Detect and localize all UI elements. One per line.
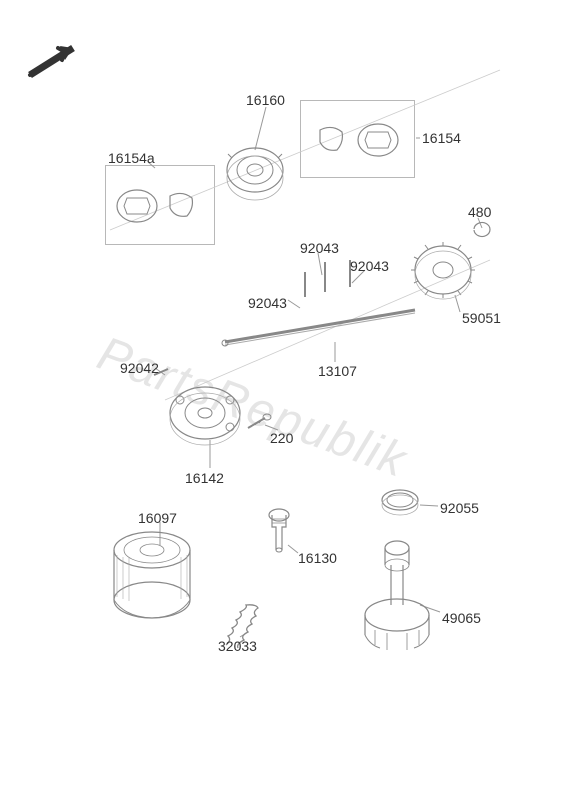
- rotor-set-left-icon: [112, 178, 212, 238]
- label-92042: 92042: [120, 360, 159, 376]
- label-16130: 16130: [298, 550, 337, 566]
- label-16142: 16142: [185, 470, 224, 486]
- label-49065: 49065: [442, 610, 481, 626]
- rotor-set-right-icon: [308, 112, 408, 172]
- parts-diagram: PartsRepublik: [0, 0, 578, 800]
- label-220: 220: [270, 430, 293, 446]
- o-ring-icon: [378, 485, 423, 520]
- label-16097: 16097: [138, 510, 177, 526]
- circlip-icon: [470, 218, 494, 240]
- label-92043-1: 92043: [300, 240, 339, 256]
- label-13107: 13107: [318, 363, 357, 379]
- label-16154: 16154: [422, 130, 461, 146]
- direction-arrow-icon: [25, 40, 85, 85]
- label-92043-3: 92043: [248, 295, 287, 311]
- label-16160: 16160: [246, 92, 285, 108]
- filter-housing-icon: [355, 530, 440, 660]
- oil-filter-icon: [105, 525, 200, 630]
- label-92043-2: 92043: [350, 258, 389, 274]
- pump-cover-icon: [160, 375, 250, 455]
- label-92055: 92055: [440, 500, 479, 516]
- pump-body-icon: [220, 140, 290, 205]
- gear-sprocket-icon: [408, 235, 478, 305]
- label-480: 480: [468, 204, 491, 220]
- leader-lines: [0, 0, 578, 800]
- label-16154a: 16154a: [108, 150, 155, 166]
- label-32033: 32033: [218, 638, 257, 654]
- label-59051: 59051: [462, 310, 501, 326]
- adapter-bolt-icon: [262, 505, 297, 560]
